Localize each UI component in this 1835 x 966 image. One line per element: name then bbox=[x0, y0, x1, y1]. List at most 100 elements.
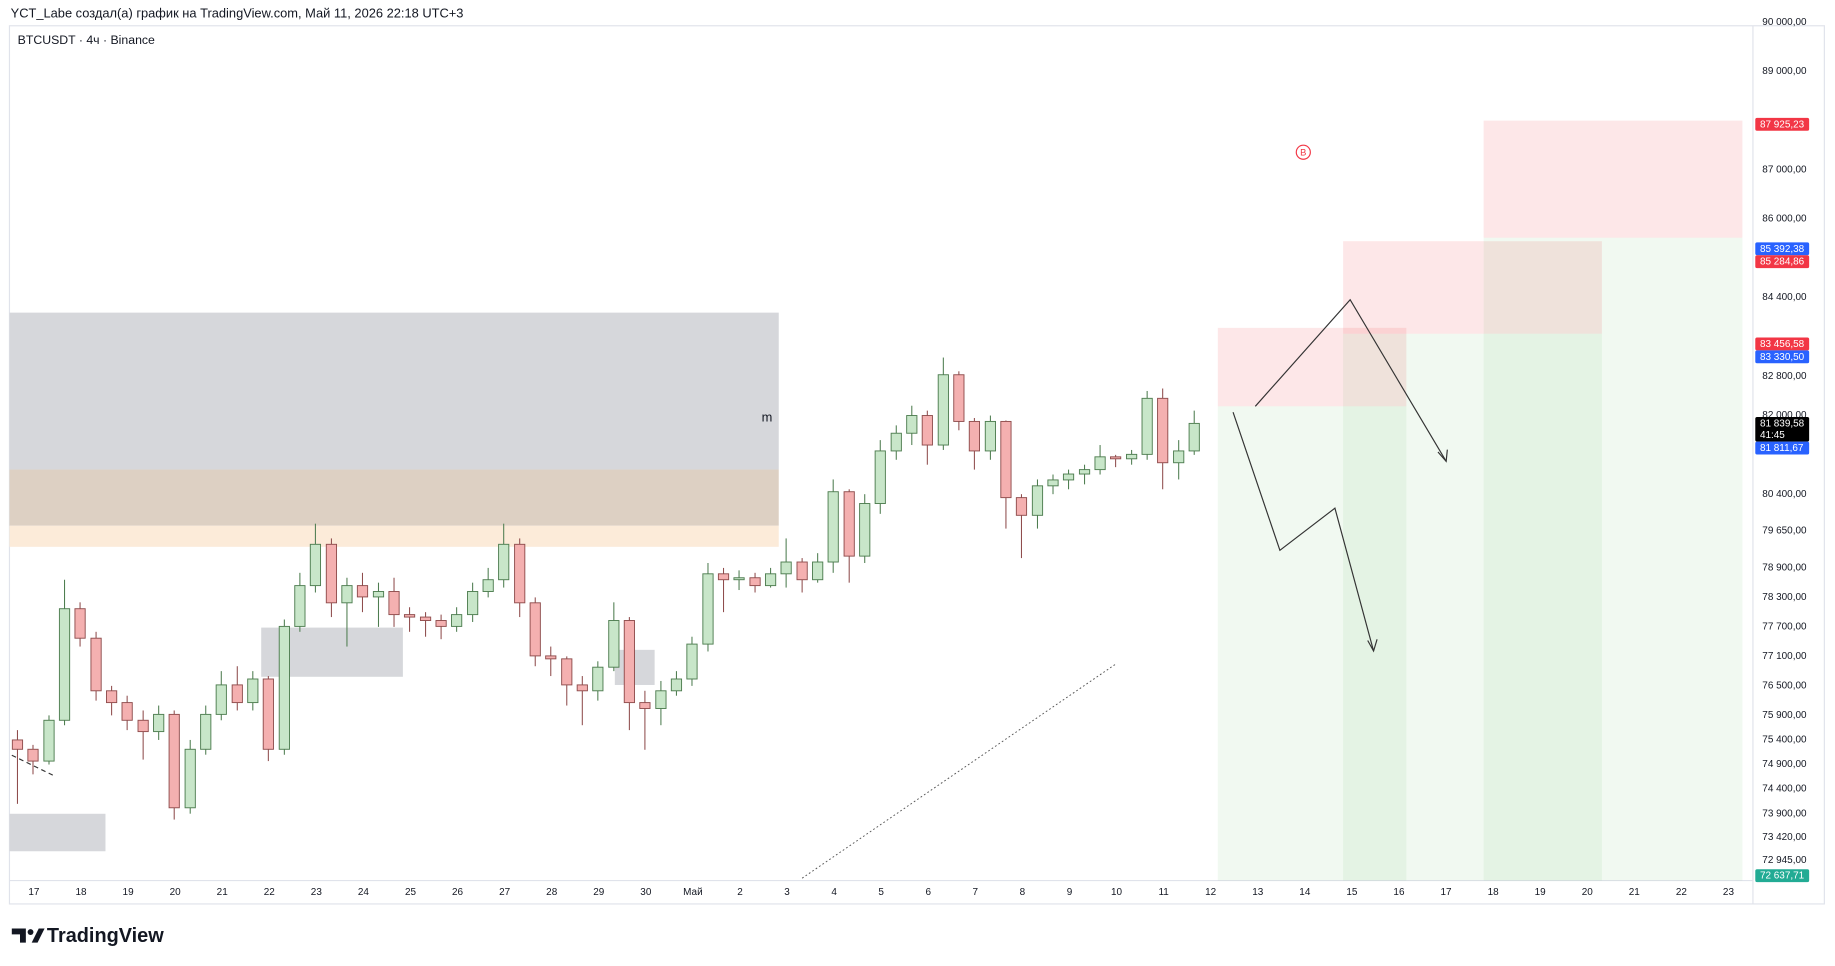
x-tick-label: 12 bbox=[1205, 887, 1217, 898]
y-tick-label: 90 000,00 bbox=[1762, 17, 1807, 28]
candle-body bbox=[106, 690, 118, 704]
candle-body bbox=[498, 543, 510, 581]
candle-body bbox=[859, 503, 871, 557]
zone-gray bbox=[9, 813, 106, 852]
candle-body bbox=[545, 655, 557, 660]
candle-body bbox=[58, 608, 71, 721]
x-tick-label: 17 bbox=[28, 887, 40, 898]
y-tick-label: 77 700,00 bbox=[1762, 622, 1807, 633]
x-tick-label: 18 bbox=[75, 887, 87, 898]
candle-body bbox=[403, 614, 416, 618]
candle-body bbox=[1062, 473, 1075, 481]
y-tick-label: 76 500,00 bbox=[1762, 681, 1807, 692]
y-tick-label: 75 900,00 bbox=[1762, 710, 1807, 721]
candle-body bbox=[121, 702, 133, 721]
x-tick-label: 19 bbox=[1535, 887, 1547, 898]
candle-body bbox=[11, 739, 24, 750]
stop-zone bbox=[1483, 120, 1743, 238]
candle-body bbox=[1188, 422, 1200, 452]
x-tick-label: 18 bbox=[1488, 887, 1500, 898]
candle-body bbox=[74, 608, 86, 639]
candle-body bbox=[1126, 453, 1138, 460]
price-label: 81 811,67 bbox=[1760, 443, 1804, 454]
price-label-box bbox=[1755, 337, 1810, 351]
candle-body bbox=[639, 702, 651, 709]
logo-mark bbox=[31, 928, 45, 943]
price-label: 81 839,58 bbox=[1760, 418, 1805, 429]
candle-body bbox=[262, 678, 274, 750]
y-tick-label: 80 400,00 bbox=[1762, 489, 1807, 500]
x-tick-label: 5 bbox=[878, 887, 884, 898]
x-tick-label: 3 bbox=[784, 887, 790, 898]
candle-body bbox=[670, 678, 683, 692]
candle-body bbox=[608, 620, 620, 668]
candle-body bbox=[874, 450, 886, 504]
y-tick-label: 73 420,00 bbox=[1762, 832, 1807, 843]
price-label: 85 392,38 bbox=[1760, 244, 1805, 255]
candle-body bbox=[1141, 397, 1153, 455]
price-label: 85 284,86 bbox=[1760, 257, 1805, 268]
price-label-box bbox=[1755, 416, 1810, 442]
candle-body bbox=[1047, 479, 1059, 487]
x-tick-label: 6 bbox=[926, 887, 932, 898]
zone-orange bbox=[9, 525, 779, 547]
x-tick-label: 25 bbox=[405, 887, 417, 898]
x-tick-label: 17 bbox=[1441, 887, 1453, 898]
candle-body bbox=[576, 684, 588, 692]
zone-label: m bbox=[762, 409, 773, 424]
candles bbox=[11, 357, 1200, 820]
y-tick-label: 82 800,00 bbox=[1762, 371, 1807, 382]
candle-body bbox=[984, 420, 996, 452]
x-tick-label: 9 bbox=[1067, 887, 1073, 898]
brand-logo: TradingView bbox=[11, 925, 164, 947]
price-label: 87 925,23 bbox=[1760, 119, 1805, 130]
candle-body bbox=[906, 415, 918, 434]
candle-body bbox=[890, 432, 902, 452]
y-tick-label: 75 400,00 bbox=[1762, 735, 1807, 746]
x-tick-label: 13 bbox=[1252, 887, 1264, 898]
y-tick-label: 79 650,00 bbox=[1762, 526, 1807, 537]
path-arrow bbox=[1232, 411, 1375, 652]
chart-title: BTCUSDT · 4ч · Binance bbox=[18, 33, 155, 47]
x-tick-label: 20 bbox=[170, 887, 182, 898]
badge-text: B bbox=[1300, 147, 1306, 157]
y-tick-label: 74 400,00 bbox=[1762, 784, 1807, 795]
price-label-box bbox=[1755, 255, 1810, 269]
candle-body bbox=[655, 690, 667, 709]
header-text: YCT_Labe создал(а) график на TradingView… bbox=[11, 5, 464, 20]
drawings: m B bbox=[9, 120, 1743, 881]
x-tick-label: 21 bbox=[1629, 887, 1641, 898]
candle-body bbox=[435, 620, 447, 627]
x-tick-label: 22 bbox=[264, 887, 276, 898]
candle-body bbox=[623, 620, 635, 704]
y-tick-label: 82 000,00 bbox=[1762, 410, 1807, 421]
candle-body bbox=[1031, 485, 1044, 516]
x-tick-label: Май bbox=[683, 887, 702, 898]
x-tick-label: 21 bbox=[217, 887, 229, 898]
candle-body bbox=[215, 684, 227, 715]
candle-body bbox=[1157, 397, 1169, 464]
candle-body bbox=[200, 713, 212, 750]
y-tick-label: 78 300,00 bbox=[1762, 592, 1807, 603]
stop-zone bbox=[1343, 241, 1602, 334]
price-label-box bbox=[1755, 117, 1810, 131]
y-tick-label: 78 900,00 bbox=[1762, 563, 1807, 574]
candle-body bbox=[702, 573, 714, 645]
y-tick-label: 74 900,00 bbox=[1762, 759, 1807, 770]
candle-body bbox=[231, 684, 243, 704]
candle-body bbox=[90, 637, 102, 692]
price-label-box bbox=[1755, 869, 1810, 883]
candle-body bbox=[137, 719, 149, 733]
zone-gray bbox=[9, 312, 779, 470]
candle-body bbox=[749, 577, 761, 587]
x-tick-label: 24 bbox=[358, 887, 370, 898]
x-tick-label: 30 bbox=[640, 887, 652, 898]
zone-brown bbox=[9, 469, 779, 526]
candle-body bbox=[733, 577, 745, 581]
x-tick-label: 16 bbox=[1393, 887, 1405, 898]
candle-body bbox=[812, 561, 824, 581]
y-tick-label: 84 400,00 bbox=[1762, 292, 1807, 303]
y-tick-label: 72 945,00 bbox=[1762, 855, 1807, 866]
x-tick-label: 29 bbox=[593, 887, 605, 898]
